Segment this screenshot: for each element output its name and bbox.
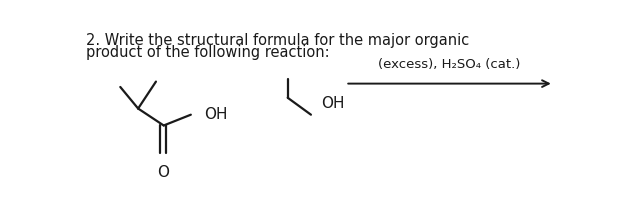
Text: OH: OH xyxy=(321,95,344,110)
Text: OH: OH xyxy=(204,106,227,121)
Text: product of the following reaction:: product of the following reaction: xyxy=(86,45,330,60)
Text: (excess), H₂SO₄ (cat.): (excess), H₂SO₄ (cat.) xyxy=(378,57,521,70)
Text: O: O xyxy=(157,164,169,179)
Text: 2. Write the structural formula for the major organic: 2. Write the structural formula for the … xyxy=(86,32,470,47)
